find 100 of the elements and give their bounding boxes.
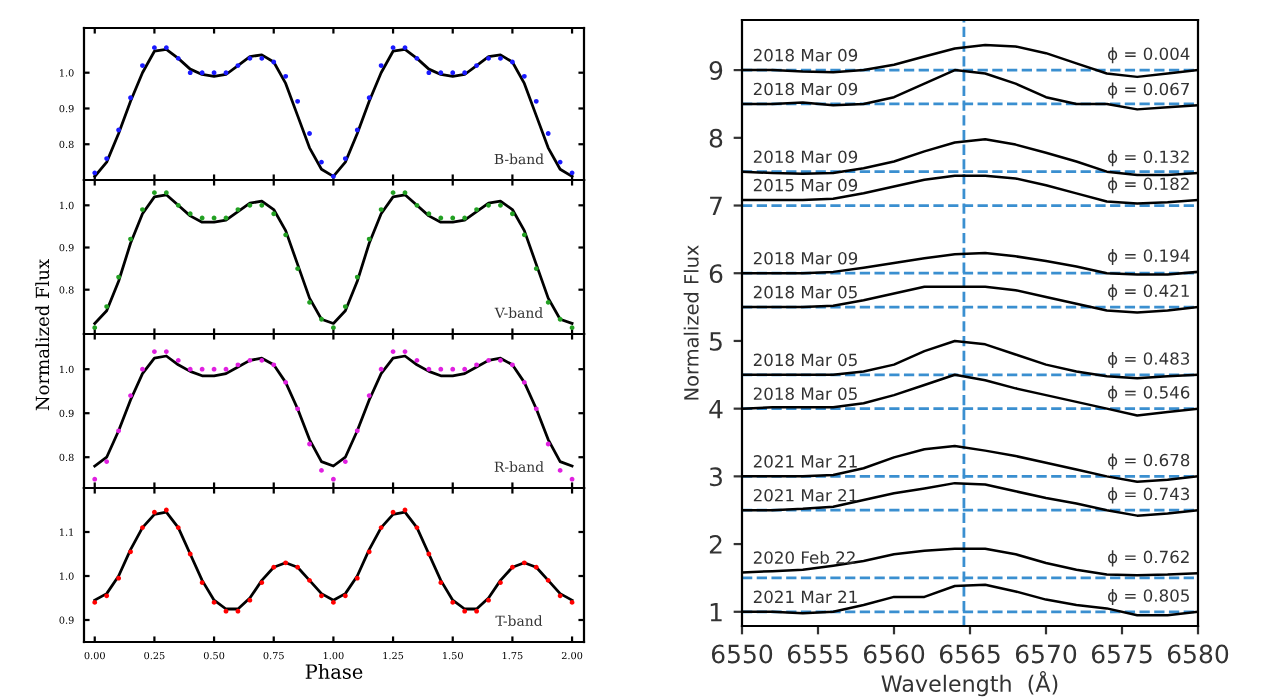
point [223,70,229,76]
point [366,236,372,242]
point [283,379,289,385]
series-label: 2018 Mar 09 [753,82,858,96]
point [187,211,193,217]
annotation: ϕ = 0.004 [1108,47,1190,64]
point [295,266,301,272]
point [271,211,277,217]
point [354,127,360,133]
point [509,362,515,368]
point [569,476,575,482]
point [545,299,551,305]
point [366,549,372,555]
point [175,525,181,531]
point [533,564,539,570]
point [104,459,110,465]
point [247,55,253,61]
y-tick-label: 6 [709,264,723,284]
point [247,597,253,603]
point [557,467,563,473]
annotation: ϕ = 0.805 [1108,588,1189,606]
point [175,55,181,61]
point [295,98,301,104]
point [521,73,527,79]
annotation: ϕ = 0.067 [1108,82,1189,99]
point [438,580,444,586]
point [342,459,348,465]
point [259,202,265,208]
point [438,70,444,76]
point [450,215,456,221]
point [390,45,396,51]
point [271,59,277,65]
point [175,202,181,208]
point [283,560,289,566]
annotation: ϕ = 0.483 [1108,351,1190,369]
point [366,393,372,399]
point [450,599,456,605]
series-label: 2018 Mar 05 [753,285,857,299]
annotation: ϕ = 0.194 [1108,248,1190,266]
y-tick-label: 4 [709,399,723,419]
point [259,55,265,61]
point [557,593,563,599]
point [247,357,253,363]
point [354,575,360,581]
point [199,70,205,76]
point [474,362,480,368]
point [259,580,265,586]
annotation: ϕ = 0.132 [1108,150,1189,167]
point [438,215,444,221]
x-tick-label: 6570 [1015,644,1077,664]
point [163,349,169,355]
point [521,232,527,238]
point [116,575,122,581]
point [557,316,563,322]
annotation: ϕ = 0.762 [1108,550,1189,567]
point [426,211,432,217]
point [295,564,301,570]
point [462,608,468,614]
point [342,593,348,599]
series-label: 2021 Mar 21 [753,455,857,468]
point [247,202,253,208]
annotation: ϕ = 0.678 [1108,453,1190,470]
point [187,551,193,557]
point [354,274,360,280]
point [426,366,432,372]
x-tick-label: 6580 [1167,644,1229,664]
annotation: ϕ = 0.743 [1108,487,1190,504]
point [163,190,169,196]
point [390,190,396,196]
point [533,266,539,272]
point [163,45,169,51]
series-label: 2021 Mar 21 [753,590,857,604]
x-tick-label: 6550 [711,644,773,664]
series-label: 2018 Mar 09 [753,251,858,265]
series-label: 2020 Feb 22 [753,550,855,564]
point [414,202,420,208]
point [295,406,301,412]
point [175,357,181,363]
annotation: ϕ = 0.182 [1108,177,1189,194]
y-axis-title: Normalized Flux [35,259,50,411]
x-tick-label: 6575 [1091,644,1152,664]
point [187,70,193,76]
annotation: ϕ = 0.546 [1108,385,1190,402]
point [259,357,265,363]
point [450,70,456,76]
series-label: 2018 Mar 05 [753,387,857,401]
point [462,70,468,76]
y-tick-label: 3 [709,467,722,487]
x-tick-label: 6560 [863,644,925,664]
series-label: 2018 Mar 05 [753,353,857,367]
series-label: 2015 Mar 09 [753,178,858,192]
annotation: ϕ = 0.421 [1108,284,1189,301]
point [426,70,432,76]
point [509,211,515,217]
line-series [93,510,574,611]
point [378,525,384,531]
point [92,599,98,605]
point [533,406,539,412]
point [163,507,169,513]
point [438,366,444,372]
